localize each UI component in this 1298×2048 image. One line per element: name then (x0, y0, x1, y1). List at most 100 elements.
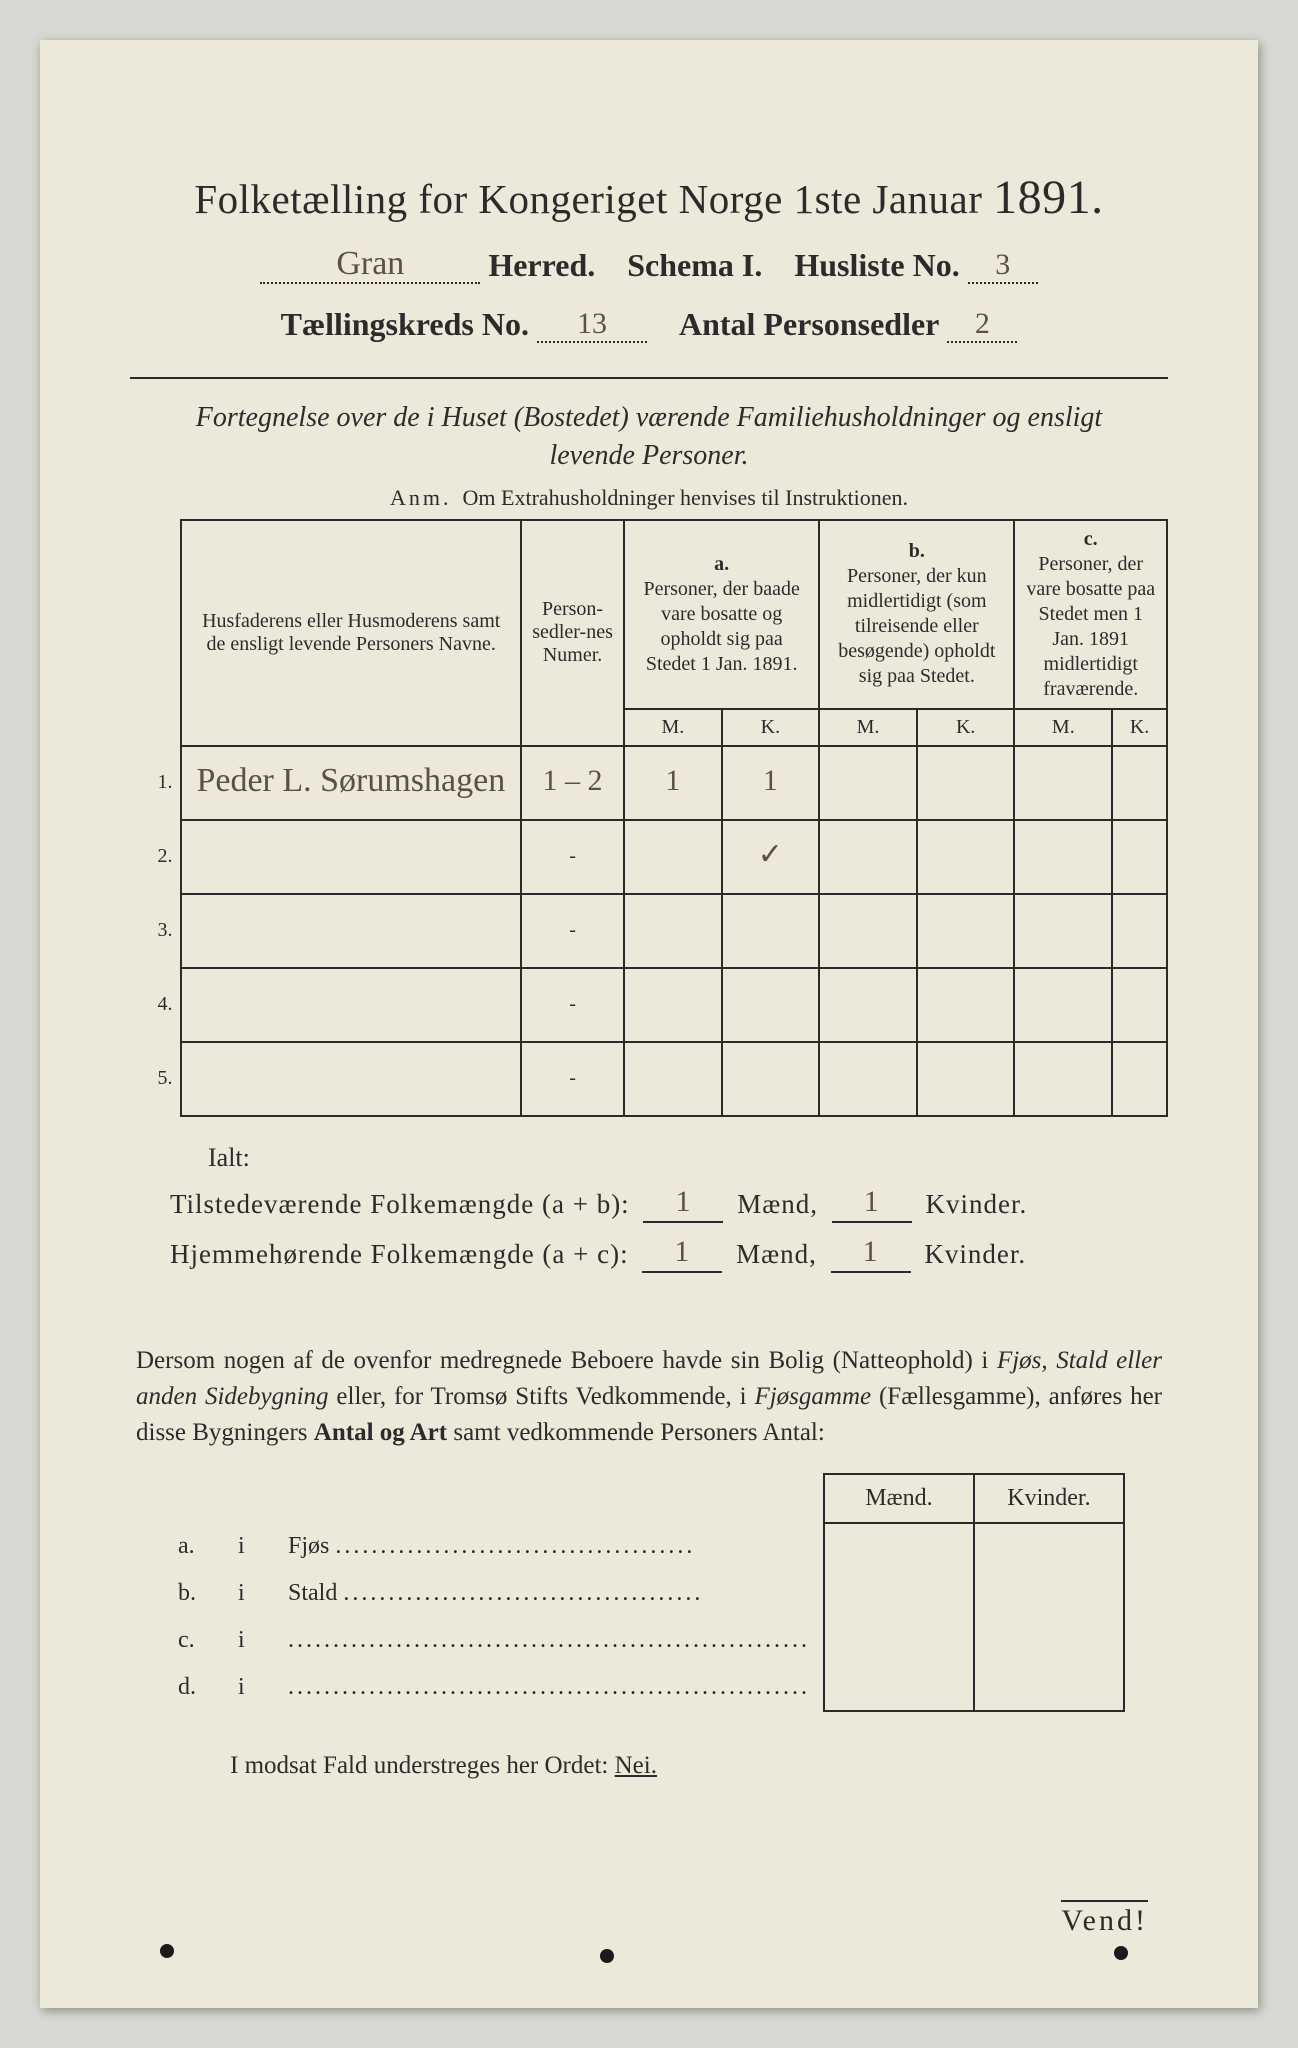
cell-aM (624, 820, 721, 894)
b-k-header: K. (917, 709, 1015, 746)
sub-k (974, 1523, 1124, 1570)
para-b1: Antal og Art (314, 1419, 447, 1446)
sub-building-table: Mænd. Kvinder. a. i Fjøs ...............… (170, 1473, 1125, 1712)
header-line-2: Gran Herred. Schema I. Husliste No. 3 (130, 247, 1168, 284)
c-m-header: M. (1014, 709, 1112, 746)
sub-tag: d. (170, 1664, 230, 1711)
cell-aM: 1 (624, 746, 721, 820)
cell-bK (917, 968, 1015, 1042)
anm-text: Om Extrahusholdninger henvises til Instr… (463, 485, 908, 510)
header-line-3: Tællingskreds No. 13 Antal Personsedler … (130, 306, 1168, 343)
row-number: 4. (130, 968, 181, 1042)
val: 1 (668, 1235, 696, 1268)
kreds-handwritten: 13 (571, 307, 613, 340)
herred-handwritten: Gran (330, 245, 410, 282)
separator-rule (130, 377, 1168, 379)
kvinder-word: Kvinder. (925, 1189, 1027, 1219)
val (1057, 764, 1069, 797)
cell-aK (722, 1042, 820, 1116)
col-num-header: Person-sedler-nes Numer. (521, 520, 624, 746)
anm-line: Anm. Om Extrahusholdninger henvises til … (130, 485, 1168, 511)
cell-num: - (521, 894, 624, 968)
nei-pre: I modsat Fald understreges her Ordet: (230, 1752, 615, 1779)
row-number: 1. (130, 746, 181, 820)
sum-ab-label: Tilstedeværende Folkemængde (a + b): (170, 1189, 630, 1219)
census-table: Husfaderens eller Husmoderens samt de en… (130, 519, 1168, 1117)
num-handwritten: 1 – 2 (537, 764, 609, 797)
intro-text: Fortegnelse over de i Huset (Bostedet) v… (190, 399, 1108, 475)
sub-m (824, 1570, 974, 1617)
val: 1 (659, 764, 686, 797)
cell-cM (1014, 820, 1112, 894)
cell-cM (1014, 968, 1112, 1042)
row-number: 2. (130, 820, 181, 894)
antal-fill: 2 (947, 306, 1017, 343)
val: 1 (669, 1185, 697, 1218)
nei-line: I modsat Fald understreges her Ordet: Ne… (230, 1752, 1168, 1780)
col-b-header: b. Personer, der kun midlertidigt (som t… (819, 520, 1014, 709)
col-name-text: Husfaderens eller Husmoderens samt de en… (202, 610, 500, 655)
sub-row: c. i ...................................… (170, 1617, 1124, 1664)
lbl: Fjøs (288, 1533, 329, 1559)
table-header-row-1: Husfaderens eller Husmoderens samt de en… (130, 520, 1167, 709)
antal-label: Antal Personsedler (679, 306, 939, 342)
sum-line-ac: Hjemmehørende Folkemængde (a + c): 1 Mæn… (170, 1237, 1168, 1273)
dots: ........................................ (343, 1580, 703, 1606)
cell-bM (819, 968, 917, 1042)
sub-kvinder-header: Kvinder. (974, 1474, 1124, 1523)
punch-hole-icon (1114, 1946, 1128, 1960)
sub-m (824, 1664, 974, 1711)
rownum-spacer (130, 709, 181, 746)
val: 1 (858, 1185, 886, 1218)
husliste-fill: 3 (968, 247, 1038, 284)
explanatory-paragraph: Dersom nogen af de ovenfor medregnede Be… (136, 1343, 1162, 1452)
cell-aK: 1 (722, 746, 820, 820)
title-text: Folketælling for Kongeriget Norge 1ste J… (194, 176, 982, 222)
cell-bK (917, 746, 1015, 820)
herred-fill: Gran (260, 247, 480, 284)
sum-ab-m: 1 (643, 1187, 723, 1223)
cell-cM (1014, 1042, 1112, 1116)
col-c-header: c. Personer, der vare bosatte paa Stedet… (1014, 520, 1167, 709)
b-m-header: M. (819, 709, 917, 746)
cell-cM (1014, 746, 1112, 820)
val: 1 (757, 764, 784, 797)
a-m-header: M. (624, 709, 721, 746)
sub-tag: a. (170, 1523, 230, 1570)
sub-i: i (230, 1664, 280, 1711)
val (667, 838, 679, 871)
punch-hole-icon (600, 1949, 614, 1963)
rownum-spacer (130, 520, 181, 709)
sub-header-row: Mænd. Kvinder. (170, 1474, 1124, 1523)
anm-label: Anm. (390, 485, 452, 510)
cell-name (181, 820, 521, 894)
col-b-tag: b. (909, 540, 925, 562)
val (1134, 764, 1146, 797)
cell-cM (1014, 894, 1112, 968)
val: 1 (857, 1235, 885, 1268)
cell-bK (917, 1042, 1015, 1116)
spacer (230, 1474, 280, 1523)
dots: ........................................… (288, 1674, 810, 1700)
cell-bM (819, 1042, 917, 1116)
para-i2: Fjøsgamme (754, 1383, 871, 1410)
maend-word: Mænd, (737, 1189, 818, 1219)
cell-name: Peder L. Sørumshagen (181, 746, 521, 820)
name-handwritten: Peder L. Sørumshagen (190, 762, 511, 799)
cell-bM (819, 746, 917, 820)
cell-aK (722, 894, 820, 968)
title-year: 1891. (993, 171, 1104, 224)
sum-ab-k: 1 (832, 1187, 912, 1223)
a-k-header: K. (722, 709, 820, 746)
lbl: Stald (288, 1580, 337, 1606)
table-row: 4. - (130, 968, 1167, 1042)
sub-i: i (230, 1617, 280, 1664)
sum-ac-k: 1 (831, 1237, 911, 1273)
ialt-label: Ialt: (208, 1143, 1168, 1173)
dots: ........................................… (288, 1627, 810, 1653)
cell-bK (917, 820, 1015, 894)
vend-label: Vend! (1061, 1900, 1148, 1938)
schema-label: Schema I. (627, 247, 762, 283)
cell-cK (1112, 820, 1167, 894)
sub-row: d. i ...................................… (170, 1664, 1124, 1711)
